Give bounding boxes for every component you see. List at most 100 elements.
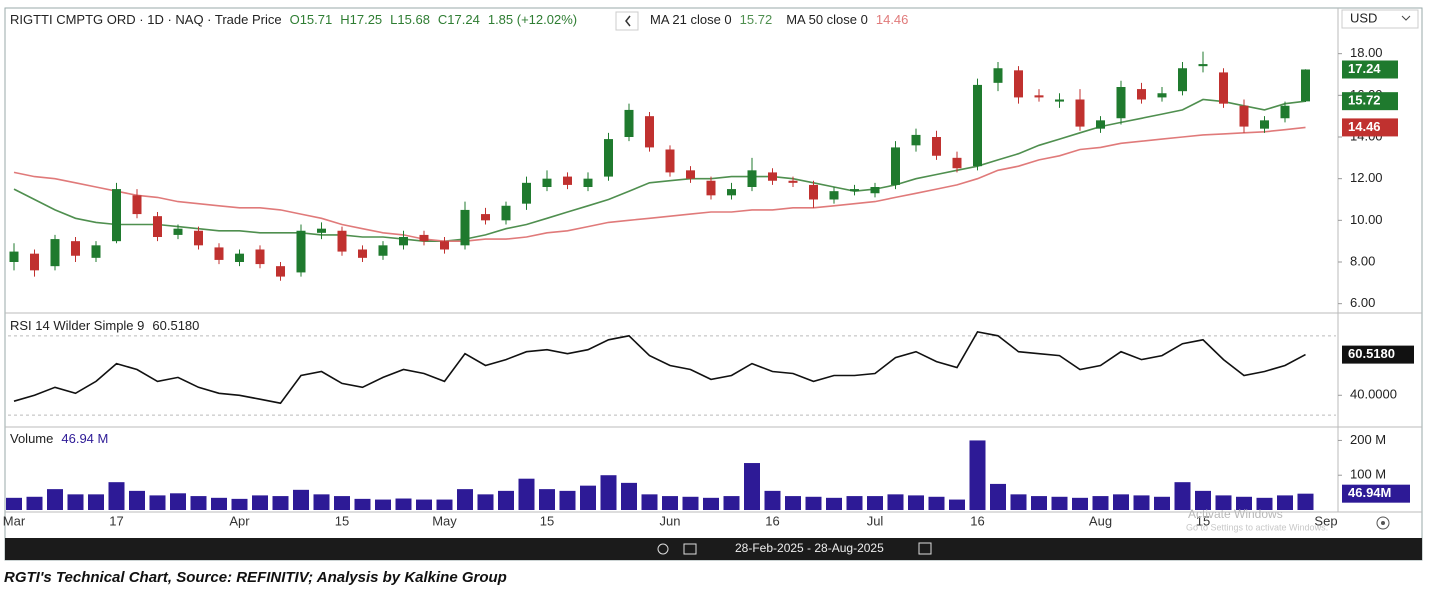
volume-bar — [129, 490, 145, 510]
candle-body — [522, 182, 531, 204]
x-tick-label: 17 — [109, 513, 123, 528]
candle-body — [173, 228, 183, 235]
value-badge-label: 60.5180 — [1348, 346, 1395, 361]
header-item: H17.25 — [340, 12, 382, 27]
volume-bar — [6, 497, 22, 510]
volume-bar — [170, 493, 186, 510]
volume-bar — [559, 490, 576, 510]
y-tick-label: 40.0000 — [1350, 387, 1397, 402]
candle-body — [542, 178, 552, 187]
watermark: Activate Windows — [1188, 507, 1283, 521]
volume-bar — [621, 482, 637, 510]
collapse-button[interactable] — [615, 11, 639, 31]
candle-body — [911, 134, 921, 146]
volume-bar — [231, 498, 248, 510]
toolbar — [5, 538, 1422, 560]
candle-body — [727, 189, 736, 196]
legend: MA 21 close 0 15.72 MA 50 close 0 14.46 — [650, 12, 908, 27]
candle-body — [501, 205, 511, 221]
rsi-line — [13, 331, 1306, 405]
volume-bar — [211, 497, 227, 510]
volume-bar — [272, 496, 289, 510]
candle-body — [932, 137, 941, 156]
volume-bar — [1256, 497, 1273, 510]
volume-bar — [1297, 493, 1314, 510]
candle-body — [419, 234, 429, 242]
header-item: L15.68 — [390, 12, 430, 27]
candle-body — [993, 68, 1003, 83]
candle-body — [665, 149, 675, 173]
value-badge-label: 15.72 — [1348, 93, 1381, 108]
volume-bar — [785, 496, 801, 510]
candle-body — [9, 251, 19, 262]
header-item: RIGTTI CMPTG ORD · 1D · NAQ · Trade Pric… — [10, 12, 282, 27]
candle-body — [829, 191, 839, 200]
candle-body — [686, 170, 695, 179]
collapse-icon[interactable] — [625, 15, 631, 27]
candle-body — [132, 195, 142, 215]
volume-bar — [1092, 496, 1109, 510]
candle-body — [1034, 95, 1044, 98]
candle-body — [1096, 120, 1105, 129]
toolbar-icon[interactable] — [657, 543, 669, 555]
x-tick-label: 16 — [765, 513, 779, 528]
candle-body — [809, 184, 818, 200]
volume-bar — [539, 489, 555, 510]
caption: RGTI's Technical Chart, Source: REFINITI… — [4, 569, 507, 586]
candle-body — [1055, 99, 1064, 102]
legend-name: MA 50 close 0 — [786, 12, 868, 27]
candle-body — [891, 147, 900, 185]
candle-body — [1014, 70, 1023, 98]
candle-body — [337, 230, 347, 252]
value-badge — [1342, 484, 1410, 503]
volume-bar — [477, 494, 494, 510]
currency[interactable]: USD — [1350, 10, 1377, 25]
candle-body — [1075, 99, 1085, 127]
volume-bar — [846, 496, 863, 510]
panel-header: RSI 14 Wilder Simple 9 60.5180 — [10, 318, 199, 333]
y-tick-label: 18.00 — [1350, 45, 1383, 60]
volume-bar — [1051, 496, 1068, 510]
candle-body — [706, 180, 716, 196]
candle-body — [1301, 69, 1310, 102]
calendar-icon[interactable] — [918, 542, 932, 555]
x-tick-label: 15 — [540, 513, 554, 528]
volume-bar — [313, 494, 330, 510]
candle-body — [952, 157, 962, 169]
moving-average — [13, 126, 1306, 242]
volume-bar — [969, 440, 986, 510]
volume-bar — [108, 482, 125, 510]
x-tick-label: Mar — [3, 513, 26, 528]
volume-bar — [1133, 495, 1150, 510]
volume-bar — [293, 489, 309, 510]
x-tick-label: 16 — [970, 513, 984, 528]
settings-icon[interactable] — [1376, 516, 1390, 530]
candle-body — [624, 109, 634, 137]
volume-bar — [744, 463, 760, 510]
currency-box[interactable] — [1341, 9, 1419, 29]
candle-body — [645, 116, 654, 148]
candle-body — [235, 253, 244, 262]
candle-body — [1198, 64, 1208, 67]
date-range[interactable]: 28-Feb-2025 - 28-Aug-2025 — [735, 541, 884, 555]
candle-body — [378, 245, 388, 256]
value-badge-label: 14.46 — [1348, 119, 1381, 134]
volume-bar — [518, 478, 535, 510]
volume-bar — [395, 498, 412, 510]
header-item: C17.24 — [438, 12, 480, 27]
candle-body — [1260, 120, 1269, 129]
volume-bar — [67, 494, 84, 510]
toolbar-icon[interactable] — [683, 543, 697, 555]
settings-icon-dot[interactable] — [1381, 521, 1385, 525]
value-badge-label: 17.24 — [1348, 61, 1381, 76]
volume-bar — [826, 497, 842, 510]
volume-bar — [887, 494, 904, 510]
panel-title: Volume — [10, 431, 53, 446]
dropdown-icon[interactable] — [1401, 15, 1411, 21]
volume-bar — [1236, 496, 1252, 510]
x-tick-label: Jul — [867, 513, 884, 528]
volume-bar — [457, 489, 473, 510]
candle-body — [747, 170, 757, 187]
volume-bar — [498, 490, 514, 510]
volume-bar — [703, 497, 719, 510]
